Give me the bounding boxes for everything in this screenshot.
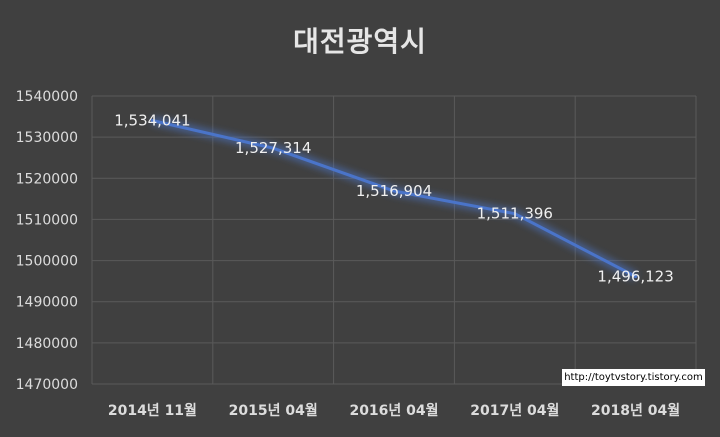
x-tick-label: 2014년 11월 bbox=[108, 402, 197, 419]
x-tick-label: 2016년 04월 bbox=[349, 402, 438, 419]
data-point bbox=[392, 189, 396, 193]
y-tick-label: 1470000 bbox=[16, 377, 78, 393]
y-tick-label: 1500000 bbox=[16, 254, 78, 270]
data-point bbox=[513, 212, 517, 216]
data-point bbox=[150, 119, 154, 123]
data-point bbox=[634, 275, 638, 279]
watermark-url: http://toytvstory.tistory.com bbox=[562, 369, 705, 386]
y-tick-label: 1490000 bbox=[16, 295, 78, 311]
x-tick-label: 2018년 04월 bbox=[591, 402, 680, 419]
x-tick-label: 2017년 04월 bbox=[470, 402, 559, 419]
data-label: 1,516,904 bbox=[356, 182, 432, 200]
y-tick-label: 1520000 bbox=[16, 171, 78, 187]
y-tick-label: 1530000 bbox=[16, 130, 78, 146]
chart-title: 대전광역시 bbox=[293, 25, 427, 58]
data-label: 1,496,123 bbox=[597, 268, 673, 286]
y-tick-label: 1540000 bbox=[16, 89, 78, 105]
data-label: 1,511,396 bbox=[477, 205, 553, 223]
data-point bbox=[271, 146, 275, 150]
y-tick-label: 1480000 bbox=[16, 336, 78, 352]
y-tick-label: 1510000 bbox=[16, 212, 78, 228]
data-label: 1,534,041 bbox=[114, 112, 190, 130]
x-tick-label: 2015년 04월 bbox=[229, 402, 318, 419]
data-label: 1,527,314 bbox=[235, 139, 311, 157]
